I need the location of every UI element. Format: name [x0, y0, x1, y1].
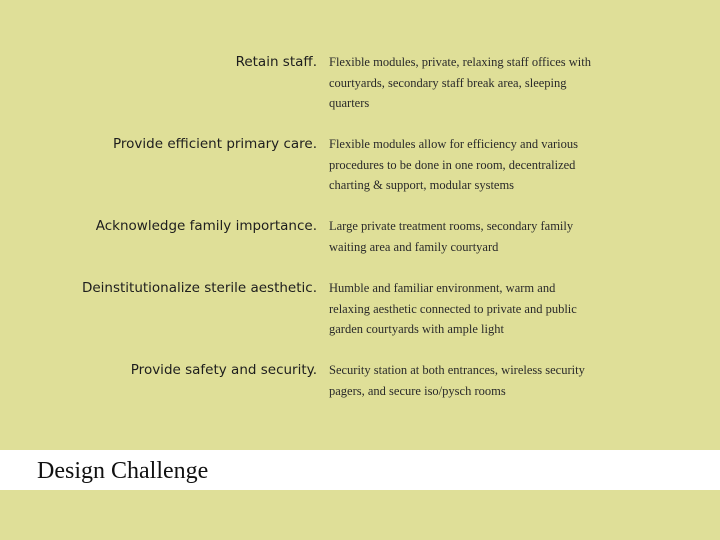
title-band: Design Challenge — [0, 450, 720, 490]
goal-text: Acknowledge family importance. — [95, 218, 317, 234]
goal-text: Retain staff. — [235, 54, 317, 70]
solution-text: Security station at both entrances, wire… — [329, 363, 585, 398]
solution-text: Large private treatment rooms, secondary… — [329, 219, 574, 254]
goal-text: Provide safety and security. — [130, 362, 317, 378]
goal-text: Provide efficient primary care. — [113, 136, 317, 152]
goal-text: Deinstitutionalize sterile aesthetic. — [81, 280, 317, 296]
slide-title: Design Challenge — [37, 458, 209, 484]
solution-text: Humble and familiar environment, warm an… — [329, 281, 577, 336]
solution-text: Flexible modules allow for efficiency an… — [329, 137, 579, 192]
solution-text: Flexible modules, private, relaxing staf… — [329, 55, 591, 110]
